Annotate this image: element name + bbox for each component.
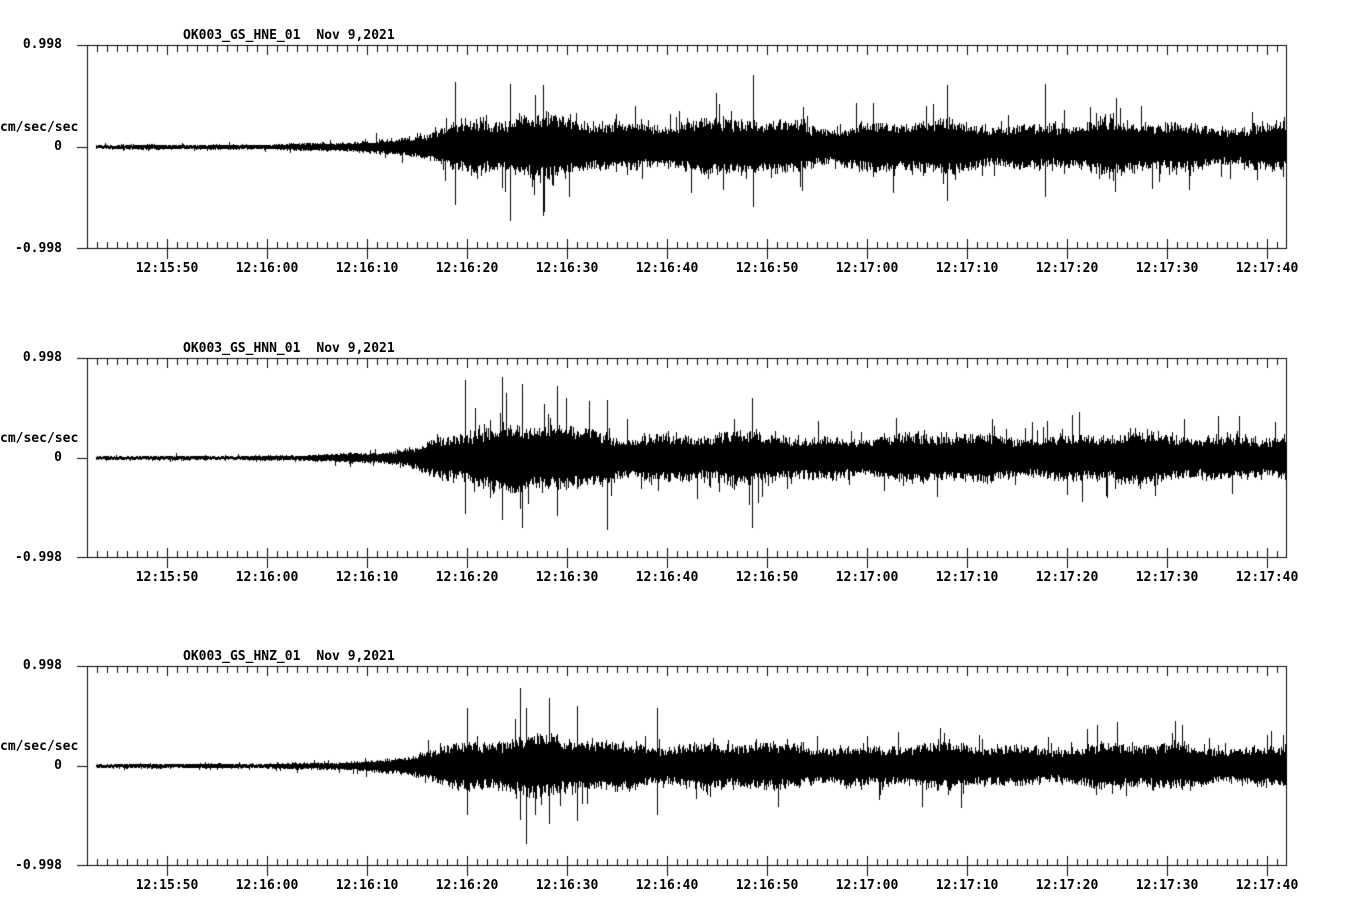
x-tick-label: 12:15:50 (135, 570, 199, 585)
x-tick-label: 12:16:50 (735, 878, 799, 893)
panel-hnn: OK003_GS_HNN_01 Nov 9,2021 0.998 cm/sec/s… (0, 342, 1358, 585)
x-tick-label: 12:17:10 (935, 878, 999, 893)
x-tick-label: 12:17:00 (835, 570, 899, 585)
trace-id-label: OK003_GS_HNN_01 (183, 341, 301, 356)
y-axis-max-label: 0.998 (22, 658, 62, 673)
trace-date-label: Nov 9,2021 (316, 28, 395, 43)
x-tick-label: 12:16:40 (635, 878, 699, 893)
x-tick-label: 12:17:00 (835, 261, 899, 276)
x-tick-label: 12:16:30 (535, 261, 599, 276)
trace-title: OK003_GS_HNN_01 Nov 9,2021 (183, 342, 395, 356)
y-axis-min-label: -0.998 (15, 550, 62, 565)
x-tick-label: 12:16:40 (635, 261, 699, 276)
y-axis-zero-label: 0 (54, 450, 62, 465)
x-tick-label: 12:16:50 (735, 261, 799, 276)
x-tick-label: 12:16:20 (435, 570, 499, 585)
trace-title: OK003_GS_HNZ_01 Nov 9,2021 (183, 650, 395, 664)
y-axis-min-label: -0.998 (15, 241, 62, 256)
x-tick-labels-row: 12:15:50 12:16:00 12:16:10 12:16:20 12:16:30… (0, 879, 1358, 893)
x-tick-label: 12:17:10 (935, 261, 999, 276)
panel-hnz: OK003_GS_HNZ_01 Nov 9,2021 0.998 cm/sec/s… (0, 650, 1358, 893)
x-tick-label: 12:16:50 (735, 570, 799, 585)
trace-title: OK003_GS_HNE_01 Nov 9,2021 (183, 29, 395, 43)
y-axis-zero-label: 0 (54, 758, 62, 773)
y-axis-unit-label: cm/sec/sec (0, 120, 79, 135)
x-tick-labels-row: 12:15:50 12:16:00 12:16:10 12:16:20 12:16:30… (0, 571, 1358, 585)
x-tick-label: 12:17:30 (1135, 261, 1199, 276)
trace-id-label: OK003_GS_HNZ_01 (183, 649, 301, 664)
y-axis-unit-label: cm/sec/sec (0, 431, 79, 446)
x-tick-label: 12:17:40 (1235, 261, 1299, 276)
y-axis-max-label: 0.998 (22, 350, 62, 365)
x-tick-label: 12:17:30 (1135, 570, 1199, 585)
x-tick-label: 12:16:30 (535, 878, 599, 893)
y-axis-zero-label: 0 (54, 139, 62, 154)
x-tick-label: 12:16:20 (435, 878, 499, 893)
x-tick-label: 12:17:20 (1035, 570, 1099, 585)
y-axis-max-label: 0.998 (22, 37, 62, 52)
x-tick-label: 12:17:40 (1235, 878, 1299, 893)
x-tick-label: 12:16:00 (235, 878, 299, 893)
x-tick-label: 12:15:50 (135, 878, 199, 893)
x-tick-label: 12:17:30 (1135, 878, 1199, 893)
x-tick-label: 12:17:20 (1035, 261, 1099, 276)
x-tick-label: 12:16:00 (235, 570, 299, 585)
x-tick-label: 12:17:20 (1035, 878, 1099, 893)
x-tick-label: 12:17:40 (1235, 570, 1299, 585)
x-tick-label: 12:16:40 (635, 570, 699, 585)
x-tick-label: 12:16:00 (235, 261, 299, 276)
x-tick-labels-row: 12:15:50 12:16:00 12:16:10 12:16:20 12:16:30… (0, 262, 1358, 276)
trace-date-label: Nov 9,2021 (316, 341, 395, 356)
x-tick-label: 12:16:10 (335, 878, 399, 893)
x-tick-label: 12:16:10 (335, 570, 399, 585)
y-axis-unit-label: cm/sec/sec (0, 739, 79, 754)
x-tick-label: 12:16:20 (435, 261, 499, 276)
x-tick-label: 12:15:50 (135, 261, 199, 276)
x-tick-label: 12:17:10 (935, 570, 999, 585)
panel-hne: OK003_GS_HNE_01 Nov 9,2021 0.998 cm/sec/s… (0, 29, 1358, 276)
x-tick-label: 12:17:00 (835, 878, 899, 893)
trace-date-label: Nov 9,2021 (316, 649, 395, 664)
y-axis-min-label: -0.998 (15, 858, 62, 873)
x-tick-label: 12:16:10 (335, 261, 399, 276)
trace-id-label: OK003_GS_HNE_01 (183, 28, 301, 43)
x-tick-label: 12:16:30 (535, 570, 599, 585)
